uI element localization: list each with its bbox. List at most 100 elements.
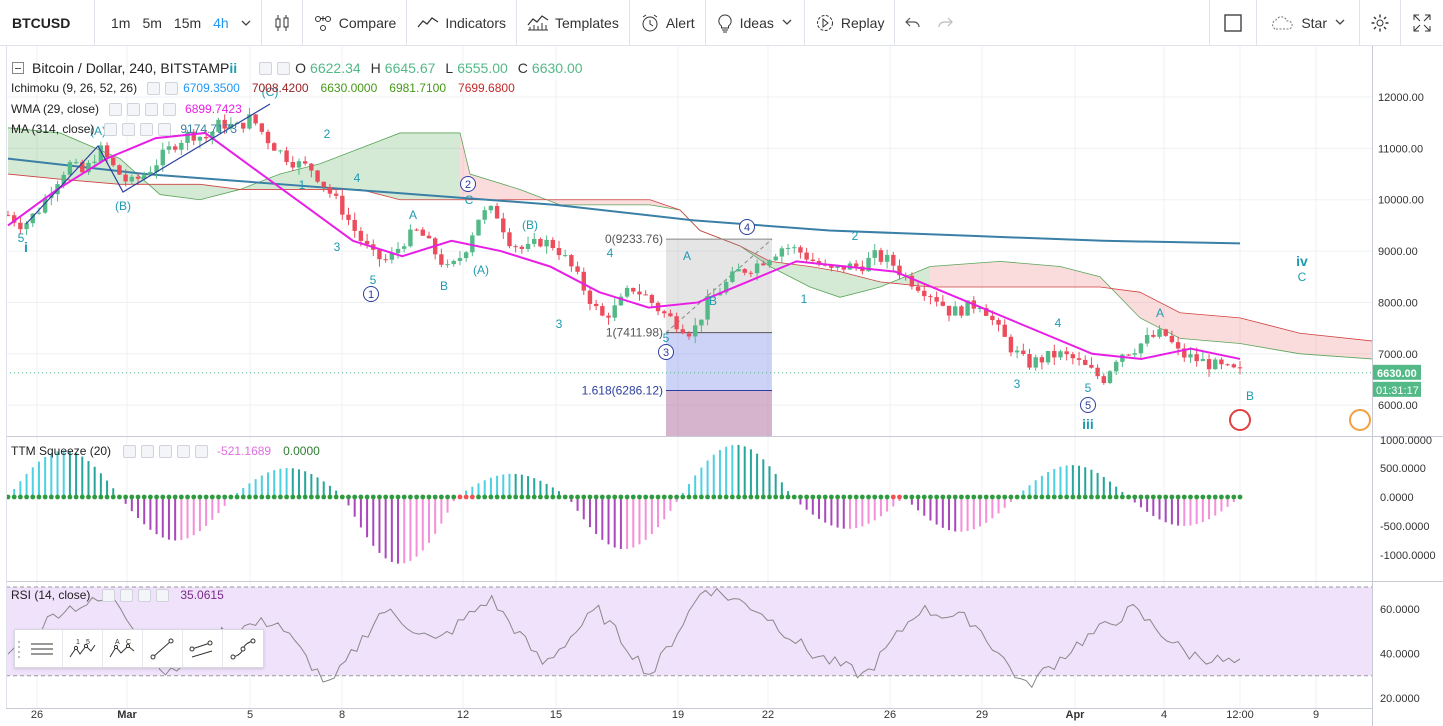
ttm-name: TTM Squeeze (20) (11, 444, 112, 458)
rsi-tick-label: 40.0000 (1380, 649, 1420, 661)
time-tick-label: 5 (247, 709, 253, 721)
eye-icon[interactable] (147, 81, 161, 95)
ttm-bar (706, 460, 709, 497)
candle-body (525, 243, 531, 249)
ideas-label: Ideas (739, 14, 774, 31)
ttm-bar (297, 469, 300, 497)
chart-canvas[interactable]: 0(9233.76)1(7411.98)1.618(6286.12) 12345… (0, 46, 1443, 726)
replay-button[interactable]: Replay (803, 0, 895, 46)
wave-label: 4 (1055, 316, 1062, 330)
eye-icon[interactable] (102, 588, 116, 602)
ttm-squeeze-dot (253, 494, 259, 500)
ttm-bar (1152, 497, 1155, 516)
source-icon[interactable] (159, 444, 173, 458)
settings-small-icon[interactable] (165, 81, 179, 95)
redo-button[interactable] (931, 0, 959, 46)
ttm-bar (712, 454, 715, 497)
eye-icon[interactable] (123, 444, 137, 458)
ttm-bar (1028, 485, 1031, 497)
ma-polyline (7, 157, 1241, 245)
source-icon[interactable] (145, 102, 159, 116)
compare-button[interactable]: Compare (301, 0, 407, 46)
source-icon[interactable] (138, 588, 152, 602)
ttm-bar (440, 497, 443, 524)
horizontal-lines-icon[interactable] (23, 630, 63, 667)
ttm-squeeze-dot (92, 494, 98, 500)
ttm-bar (954, 497, 957, 532)
ttm-bar (347, 497, 350, 506)
wave-circle (363, 286, 379, 302)
collapse-icon[interactable] (12, 62, 24, 74)
ttm-squeeze-dot (630, 494, 636, 500)
alert-button[interactable]: Alert (628, 0, 705, 46)
eye-icon[interactable] (104, 122, 118, 136)
elliott-wave-labels[interactable]: 1 2 3 4 5 A B C (A) (B) 3 4 5 A B 1 2 3 4 5 A B C 5 (A) (B) (C) 1 2 3… (6, 85, 1372, 432)
ttm-squeeze-dot (30, 494, 36, 500)
candle-body (835, 265, 840, 268)
more-icon[interactable] (177, 444, 191, 458)
symbol-search[interactable]: BTCUSD (0, 0, 95, 46)
candles-icon (275, 14, 289, 31)
ttm-squeeze-dot (377, 494, 382, 500)
ttm-squeeze-dot (463, 494, 469, 500)
ttm-squeeze-dot (655, 494, 661, 500)
ttm-squeeze-dot (1132, 494, 1138, 500)
ttm-bar (1071, 465, 1074, 497)
ttm-bar (180, 497, 183, 541)
drag-handle[interactable] (15, 630, 23, 667)
settings-small-icon[interactable] (122, 122, 136, 136)
ttm-squeeze-dot (420, 494, 426, 500)
ttm-bar (694, 475, 697, 497)
settings-small-icon[interactable] (127, 102, 141, 116)
ideas-button[interactable]: Ideas (704, 0, 804, 46)
ttm-squeeze-dot (1020, 494, 1026, 500)
ttm-bar (910, 497, 913, 505)
axes[interactable]: 12000.00 11000.00 10000.00 9000.00 8000.00 70… (31, 92, 1436, 721)
fullscreen-button[interactable] (1400, 0, 1443, 46)
chart-style-button[interactable] (260, 0, 302, 46)
ttm-squeeze-dot (1070, 494, 1076, 500)
eye-icon[interactable] (259, 61, 273, 75)
settings-button[interactable] (1359, 0, 1400, 46)
templates-button[interactable]: Templates (516, 0, 629, 46)
close-icon[interactable] (158, 122, 172, 136)
source-icon[interactable] (140, 122, 154, 136)
candle-body (730, 271, 735, 282)
channel-icon[interactable] (183, 630, 223, 667)
interval-dropdown-icon[interactable] (235, 0, 261, 46)
ttm-squeeze-dot (668, 494, 673, 500)
ichimoku-base: 7008.4200 (251, 81, 309, 95)
ttm-bar (254, 479, 257, 497)
ttm-squeeze-dot (123, 494, 129, 500)
ttm-bar (1022, 490, 1025, 497)
ttm-squeeze-dot (1008, 494, 1014, 500)
candle-body (1126, 354, 1131, 356)
candle-body (990, 315, 995, 321)
close-icon[interactable] (195, 444, 209, 458)
settings-small-icon[interactable] (277, 61, 291, 75)
interval-1m[interactable]: 1m (111, 14, 131, 31)
interval-5m[interactable]: 5m (142, 14, 162, 31)
eye-icon[interactable] (109, 102, 123, 116)
star-button[interactable]: Star (1256, 0, 1359, 46)
symbol-label: BTCUSD (12, 14, 71, 31)
interval-4h[interactable]: 4h (213, 14, 229, 31)
ttm-bar (972, 497, 975, 530)
star-label: Star (1301, 14, 1327, 31)
fullscreen-window-button[interactable] (1209, 0, 1256, 46)
close-icon[interactable] (163, 102, 177, 116)
ttm-squeeze-dot (117, 494, 122, 500)
indicators-button[interactable]: Indicators (406, 0, 516, 46)
path-icon[interactable] (223, 630, 263, 667)
settings-small-icon[interactable] (120, 588, 134, 602)
candle-body (748, 272, 754, 274)
interval-15m[interactable]: 15m (173, 14, 202, 31)
undo-button[interactable] (894, 0, 931, 46)
close-icon[interactable] (156, 588, 170, 602)
settings-small-icon[interactable] (141, 444, 155, 458)
trendline-icon[interactable] (143, 630, 183, 667)
ttm-squeeze-dot (166, 494, 172, 500)
fib-extension[interactable]: 0(9233.76) 1(7411.98) 1.618(6286.12) (582, 232, 773, 436)
